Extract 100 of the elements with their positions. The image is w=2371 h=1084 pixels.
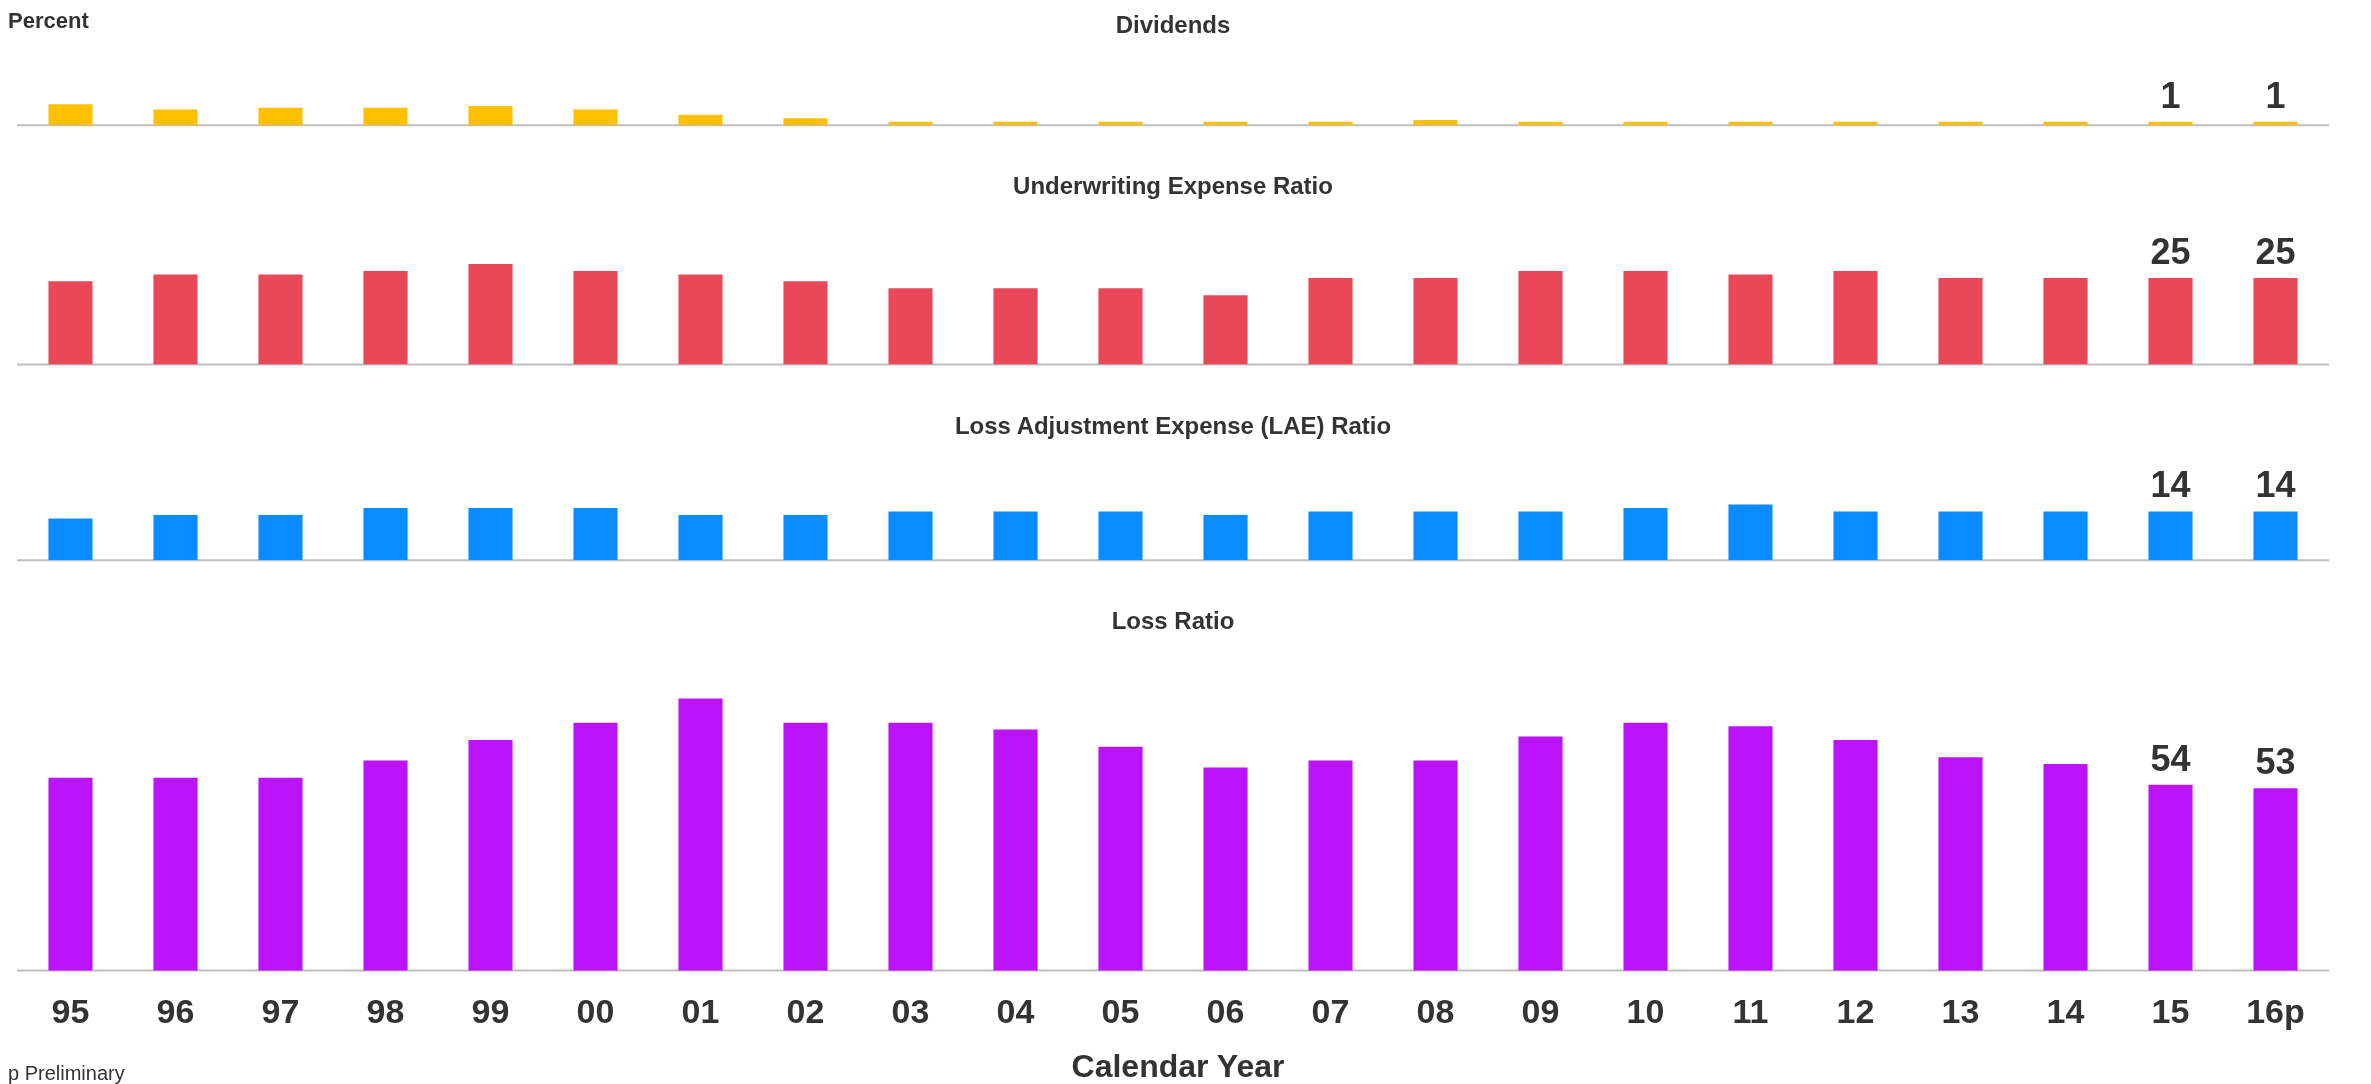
x-tick-label: 06 [1206, 991, 1245, 1030]
x-tick-label: 95 [51, 991, 90, 1030]
data-label: 25 [2150, 231, 2191, 273]
bar [1308, 278, 1353, 365]
bar [363, 760, 408, 972]
bar [1833, 511, 1878, 561]
bar [468, 264, 513, 365]
bar [1413, 511, 1458, 561]
bar [1938, 278, 1983, 365]
bar [468, 507, 513, 561]
bar [678, 698, 723, 972]
bar [153, 274, 198, 365]
bar [993, 511, 1038, 561]
x-tick-label: 07 [1311, 991, 1350, 1030]
bar [2148, 278, 2193, 365]
x-tick-label: 02 [786, 991, 825, 1030]
data-label: 25 [2255, 231, 2296, 273]
bar [1308, 511, 1353, 561]
x-tick-label: 10 [1626, 991, 1665, 1030]
bar [48, 281, 93, 365]
bar [1413, 278, 1458, 365]
x-tick-label: 14 [2046, 991, 2085, 1030]
data-label: 53 [2255, 741, 2296, 783]
x-tick-label: 15 [2151, 991, 2190, 1030]
bar [468, 105, 513, 126]
bar [363, 507, 408, 561]
bar [1098, 747, 1143, 972]
bar [153, 514, 198, 561]
chart-title: Dividends [1115, 11, 1231, 39]
bar [1518, 511, 1563, 561]
bar [258, 274, 303, 365]
x-axis-title: Calendar Year [1071, 1047, 1285, 1084]
bar [888, 511, 933, 561]
bar [678, 274, 723, 365]
bar [678, 114, 723, 126]
x-tick-label: 00 [576, 991, 615, 1030]
bar [783, 514, 828, 561]
data-label: 1 [2265, 74, 2286, 116]
bar [783, 281, 828, 365]
bar [468, 740, 513, 972]
bar [1833, 271, 1878, 365]
bar [153, 778, 198, 972]
bar [1728, 504, 1773, 561]
bar [2148, 511, 2193, 561]
x-tick-label: 96 [156, 991, 195, 1030]
data-label: 1 [2160, 74, 2181, 116]
bar [1203, 767, 1248, 972]
bar [783, 723, 828, 972]
x-tick-label: 08 [1416, 991, 1455, 1030]
bar [48, 778, 93, 972]
bar [1518, 271, 1563, 365]
bar [2043, 278, 2088, 365]
y-axis-title: Percent [8, 8, 89, 34]
bar [1203, 295, 1248, 365]
x-tick-label: 16p [2246, 991, 2305, 1030]
x-tick-label: 03 [891, 991, 930, 1030]
text: p Preliminary [8, 1061, 125, 1084]
bar [573, 109, 618, 126]
data-label: 14 [2150, 464, 2191, 506]
bar [48, 518, 93, 561]
chart-title: Underwriting Expense Ratio [1013, 172, 1333, 200]
x-tick-label: 98 [366, 991, 405, 1030]
bar [2253, 511, 2298, 561]
bar [573, 723, 618, 972]
x-tick-label: 09 [1521, 991, 1560, 1030]
bar [888, 288, 933, 365]
bar [1308, 760, 1353, 972]
bar [1098, 511, 1143, 561]
bar [258, 514, 303, 561]
bar [258, 778, 303, 972]
bar [1833, 740, 1878, 972]
bar [258, 107, 303, 126]
bar [573, 507, 618, 561]
bar [1938, 511, 1983, 561]
bar [1098, 288, 1143, 365]
bar [783, 118, 828, 126]
bar [1413, 120, 1458, 126]
bar [1413, 760, 1458, 972]
data-label: 14 [2255, 464, 2296, 506]
bar [888, 723, 933, 972]
bar [1728, 274, 1773, 365]
x-tick-label: 01 [681, 991, 720, 1030]
bar [2148, 785, 2193, 972]
x-tick-label: 12 [1836, 991, 1875, 1030]
chart-title: Loss Adjustment Expense (LAE) Ratio [954, 412, 1392, 440]
bar [678, 514, 723, 561]
bar [993, 729, 1038, 972]
x-tick-label: 04 [996, 991, 1035, 1030]
bar [993, 288, 1038, 365]
bar [1728, 726, 1773, 972]
bar [1938, 757, 1983, 972]
data-label: 54 [2150, 737, 2191, 779]
bar [363, 271, 408, 365]
chart-title: Loss Ratio [1111, 607, 1235, 635]
bar [153, 109, 198, 126]
x-tick-label: 05 [1101, 991, 1140, 1030]
bar [48, 104, 93, 126]
bar [1518, 736, 1563, 972]
x-tick-label: 99 [471, 991, 510, 1030]
bar [2253, 788, 2298, 972]
